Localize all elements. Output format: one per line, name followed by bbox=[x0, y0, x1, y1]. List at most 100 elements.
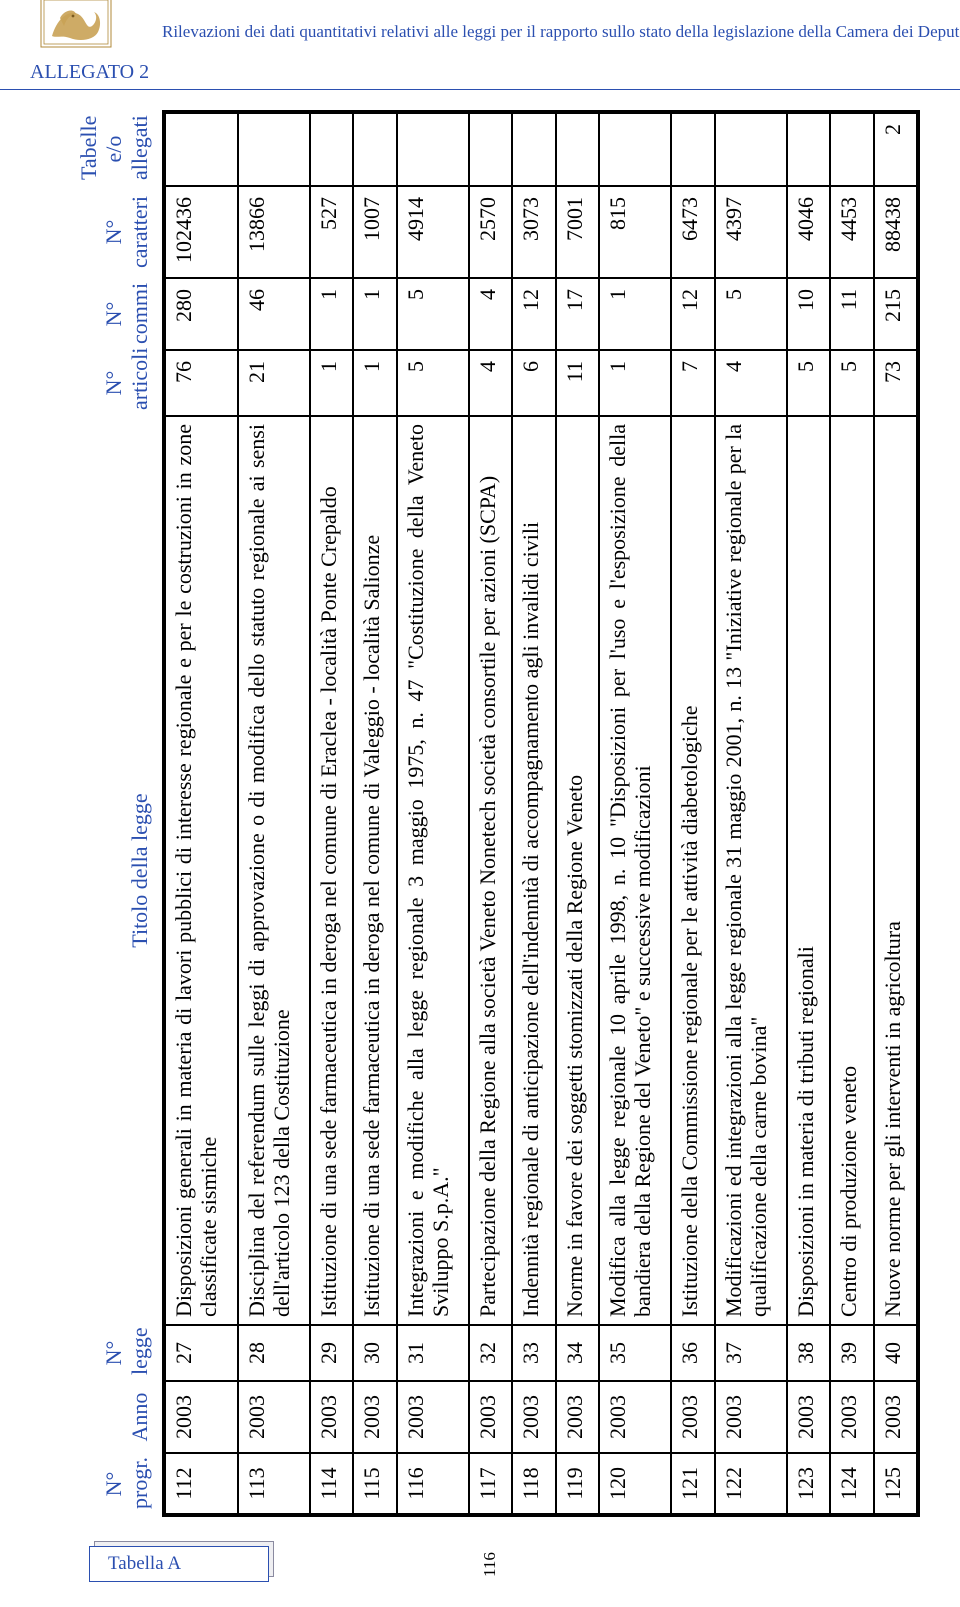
cell-progr: 113 bbox=[238, 1453, 311, 1515]
cell-commi: 1 bbox=[310, 278, 353, 350]
cell-titolo: Nuove norme per gli interventi in agrico… bbox=[874, 416, 918, 1325]
cell-titolo: Disciplina del referendum sulle leggi di… bbox=[238, 416, 311, 1325]
cell-anno: 2003 bbox=[469, 1381, 512, 1453]
cell-caratteri: 88438 bbox=[874, 186, 918, 278]
cell-progr: 124 bbox=[830, 1453, 873, 1515]
cell-nlegge: 34 bbox=[556, 1325, 599, 1381]
cell-articoli: 11 bbox=[556, 350, 599, 416]
cell-tabelle bbox=[671, 112, 714, 186]
table-row: 117200332Partecipazione della Regione al… bbox=[469, 112, 512, 1515]
cell-progr: 122 bbox=[715, 1453, 788, 1515]
cell-anno: 2003 bbox=[512, 1381, 555, 1453]
cell-commi: 17 bbox=[556, 278, 599, 350]
cell-tabelle bbox=[715, 112, 788, 186]
cell-tabelle bbox=[397, 112, 470, 186]
cell-caratteri: 1007 bbox=[353, 186, 396, 278]
table-row: 125200340Nuove norme per gli interventi … bbox=[874, 112, 918, 1515]
col-header-articoli: N° articoli bbox=[72, 350, 164, 416]
col-header-anno: Anno bbox=[72, 1381, 164, 1453]
table-row: 122200337Modificazioni ed integrazioni a… bbox=[715, 112, 788, 1515]
cell-titolo: Centro di produzione veneto bbox=[830, 416, 873, 1325]
cell-caratteri: 3073 bbox=[512, 186, 555, 278]
col-header-titolo: Titolo della legge bbox=[72, 416, 164, 1325]
cell-articoli: 76 bbox=[164, 350, 238, 416]
cell-anno: 2003 bbox=[874, 1381, 918, 1453]
cell-progr: 120 bbox=[599, 1453, 672, 1515]
cell-progr: 112 bbox=[164, 1453, 238, 1515]
table-row: 118200333Indennità regionale di anticipa… bbox=[512, 112, 555, 1515]
cell-caratteri: 102436 bbox=[164, 186, 238, 278]
table-label-frame: Tabella A bbox=[89, 1546, 269, 1582]
header-description: Rilevazioni dei dati quantitativi relati… bbox=[162, 21, 960, 42]
page-number: 116 bbox=[480, 1552, 500, 1577]
cell-articoli: 5 bbox=[397, 350, 470, 416]
table-row: 120200335Modifica alla legge regionale 1… bbox=[599, 112, 672, 1515]
cell-titolo: Istituzione della Commissione regionale … bbox=[671, 416, 714, 1325]
cell-progr: 123 bbox=[787, 1453, 830, 1515]
cell-nlegge: 28 bbox=[238, 1325, 311, 1381]
allegato-label: ALLEGATO 2 bbox=[30, 61, 111, 84]
cell-commi: 215 bbox=[874, 278, 918, 350]
table-row: 123200338Disposizioni in materia di trib… bbox=[787, 112, 830, 1515]
page-rotated-container: ALLEGATO 2 Rilevazioni dei dati quantita… bbox=[0, 0, 960, 1607]
cell-nlegge: 30 bbox=[353, 1325, 396, 1381]
cell-caratteri: 815 bbox=[599, 186, 672, 278]
cell-anno: 2003 bbox=[238, 1381, 311, 1453]
cell-tabelle bbox=[164, 112, 238, 186]
cell-commi: 5 bbox=[715, 278, 788, 350]
cell-tabelle bbox=[599, 112, 672, 186]
cell-anno: 2003 bbox=[556, 1381, 599, 1453]
table-row: 114200329Istituzione di una sede farmace… bbox=[310, 112, 353, 1515]
table-row: 115200330Istituzione di una sede farmace… bbox=[353, 112, 396, 1515]
cell-progr: 119 bbox=[556, 1453, 599, 1515]
cell-nlegge: 39 bbox=[830, 1325, 873, 1381]
cell-tabelle bbox=[238, 112, 311, 186]
table-label-frame-shadow: Tabella A bbox=[94, 1541, 274, 1577]
cell-caratteri: 527 bbox=[310, 186, 353, 278]
cell-nlegge: 33 bbox=[512, 1325, 555, 1381]
cell-tabelle bbox=[787, 112, 830, 186]
cell-nlegge: 38 bbox=[787, 1325, 830, 1381]
table-body: 112200327Disposizioni generali in materi… bbox=[164, 112, 918, 1515]
cell-commi: 11 bbox=[830, 278, 873, 350]
cell-articoli: 73 bbox=[874, 350, 918, 416]
cell-nlegge: 27 bbox=[164, 1325, 238, 1381]
cell-commi: 12 bbox=[512, 278, 555, 350]
table-row: 116200331Integrazioni e modifiche alla l… bbox=[397, 112, 470, 1515]
cell-progr: 115 bbox=[353, 1453, 396, 1515]
table-header-row: N° progr. Anno N° legge Titolo della leg… bbox=[72, 112, 164, 1515]
cell-anno: 2003 bbox=[599, 1381, 672, 1453]
table-row: 112200327Disposizioni generali in materi… bbox=[164, 112, 238, 1515]
cell-nlegge: 32 bbox=[469, 1325, 512, 1381]
cell-progr: 117 bbox=[469, 1453, 512, 1515]
cell-caratteri: 4453 bbox=[830, 186, 873, 278]
cell-anno: 2003 bbox=[830, 1381, 873, 1453]
cell-anno: 2003 bbox=[397, 1381, 470, 1453]
cell-commi: 10 bbox=[787, 278, 830, 350]
cell-nlegge: 29 bbox=[310, 1325, 353, 1381]
table-row: 121200336Istituzione della Commissione r… bbox=[671, 112, 714, 1515]
cell-tabelle bbox=[512, 112, 555, 186]
cell-articoli: 5 bbox=[830, 350, 873, 416]
cell-anno: 2003 bbox=[164, 1381, 238, 1453]
cell-progr: 114 bbox=[310, 1453, 353, 1515]
cell-tabelle bbox=[353, 112, 396, 186]
cell-titolo: Norme in favore dei soggetti stomizzati … bbox=[556, 416, 599, 1325]
cell-articoli: 1 bbox=[353, 350, 396, 416]
laws-table: N° progr. Anno N° legge Titolo della leg… bbox=[72, 110, 920, 1517]
cell-caratteri: 4914 bbox=[397, 186, 470, 278]
cell-titolo: Integrazioni e modifiche alla legge regi… bbox=[397, 416, 470, 1325]
cell-titolo: Istituzione di una sede farmaceutica in … bbox=[310, 416, 353, 1325]
cell-anno: 2003 bbox=[787, 1381, 830, 1453]
col-header-commi: N° commi bbox=[72, 278, 164, 350]
cell-anno: 2003 bbox=[353, 1381, 396, 1453]
cell-progr: 118 bbox=[512, 1453, 555, 1515]
cell-commi: 4 bbox=[469, 278, 512, 350]
cell-articoli: 21 bbox=[238, 350, 311, 416]
cell-tabelle bbox=[556, 112, 599, 186]
table-row: 113200328Disciplina del referendum sulle… bbox=[238, 112, 311, 1515]
cell-nlegge: 40 bbox=[874, 1325, 918, 1381]
cell-commi: 5 bbox=[397, 278, 470, 350]
cell-caratteri: 6473 bbox=[671, 186, 714, 278]
cell-nlegge: 35 bbox=[599, 1325, 672, 1381]
